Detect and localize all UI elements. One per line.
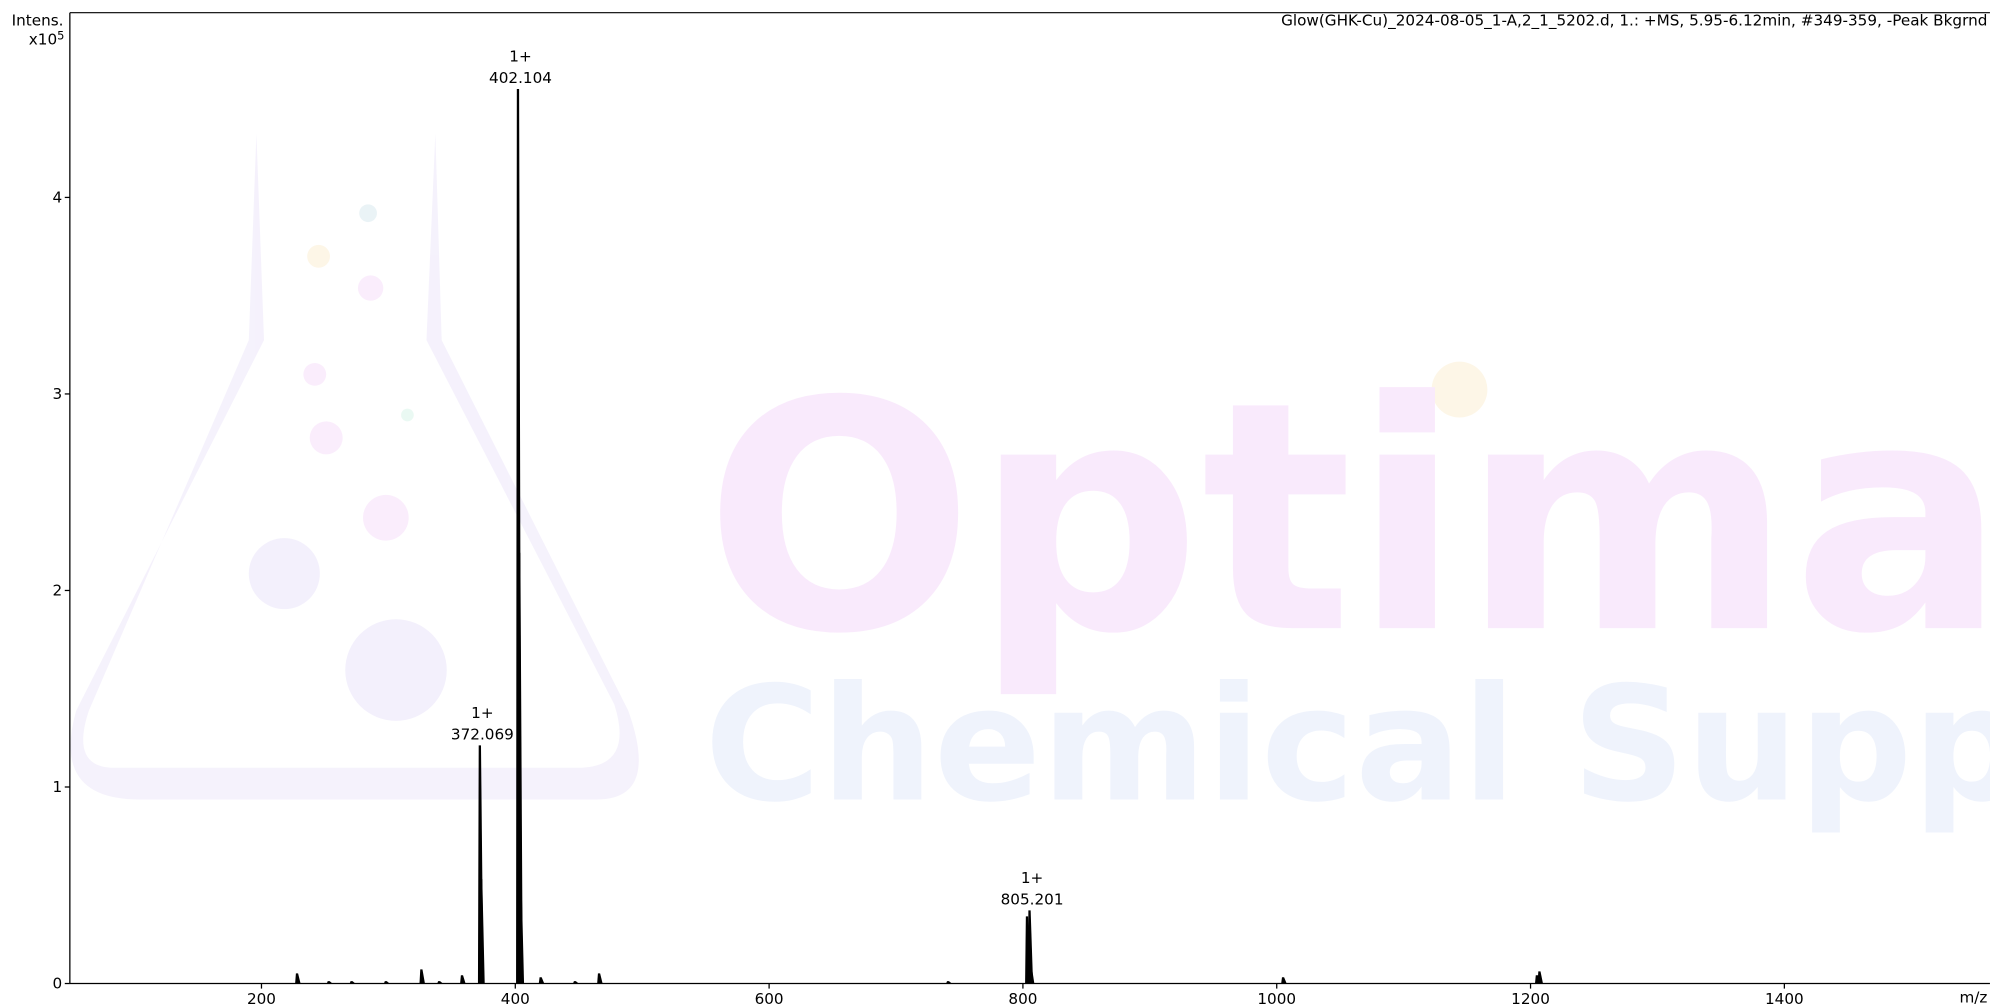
y-exponent: 5 (57, 28, 64, 42)
molecule (363, 494, 409, 541)
x-tick-label: 1000 (1257, 990, 1296, 1007)
x-tick-label: 1200 (1511, 990, 1550, 1007)
flask-outline (70, 133, 639, 800)
peak (1281, 977, 1287, 984)
peak (572, 981, 580, 984)
watermark: Optima Chemical Supply (70, 133, 1990, 838)
peak (518, 884, 525, 984)
peak (479, 878, 485, 984)
peak-mz: 805.201 (1001, 890, 1064, 908)
y-axis-label: Intens. (12, 11, 64, 29)
y-tick-label: 3 (53, 385, 63, 403)
bubble (1431, 361, 1488, 418)
peak (349, 981, 356, 984)
y-tick-label: 0 (53, 975, 63, 993)
peak-charge: 1+ (1021, 869, 1043, 887)
x-axis-label: m/z (1959, 989, 1987, 1007)
y-tick-label: 1 (53, 778, 63, 796)
peak-mz: 402.104 (489, 69, 552, 87)
molecule (248, 538, 320, 610)
peak (1028, 967, 1035, 984)
peak-charge: 1+ (471, 704, 493, 722)
x-tick-label: 1400 (1765, 990, 1804, 1007)
peak (437, 981, 444, 984)
peak (383, 981, 391, 984)
y-multiplier: x10 (29, 30, 57, 48)
y-tick-label: 4 (53, 189, 63, 207)
peak (295, 973, 301, 984)
bubble (303, 362, 327, 386)
peak-mz: 372.069 (451, 725, 514, 743)
peak-charge: 1+ (509, 47, 531, 65)
x-tick-label: 200 (247, 990, 276, 1007)
peak (419, 969, 426, 984)
peak (1537, 971, 1544, 984)
bubble (401, 408, 414, 422)
watermark-text: Chemical Supply (704, 654, 1990, 838)
bubble (359, 204, 377, 223)
x-tick-label: 400 (501, 990, 530, 1007)
molecule (345, 619, 447, 721)
peak (460, 975, 466, 984)
y-tick-label: 2 (53, 582, 63, 600)
peak (538, 977, 545, 984)
peak (597, 973, 603, 984)
x-tick-label: 600 (755, 990, 784, 1007)
molecule (309, 421, 343, 455)
chart-title: Glow(GHK-Cu)_2024-08-05_1-A,2_1_5202.d, … (1281, 11, 1987, 30)
x-tick-label: 800 (1008, 990, 1037, 1007)
bubble (307, 244, 331, 268)
bubble (357, 275, 384, 301)
peak (326, 981, 333, 984)
watermark-text: Optima (704, 334, 1990, 703)
peak (945, 981, 953, 984)
